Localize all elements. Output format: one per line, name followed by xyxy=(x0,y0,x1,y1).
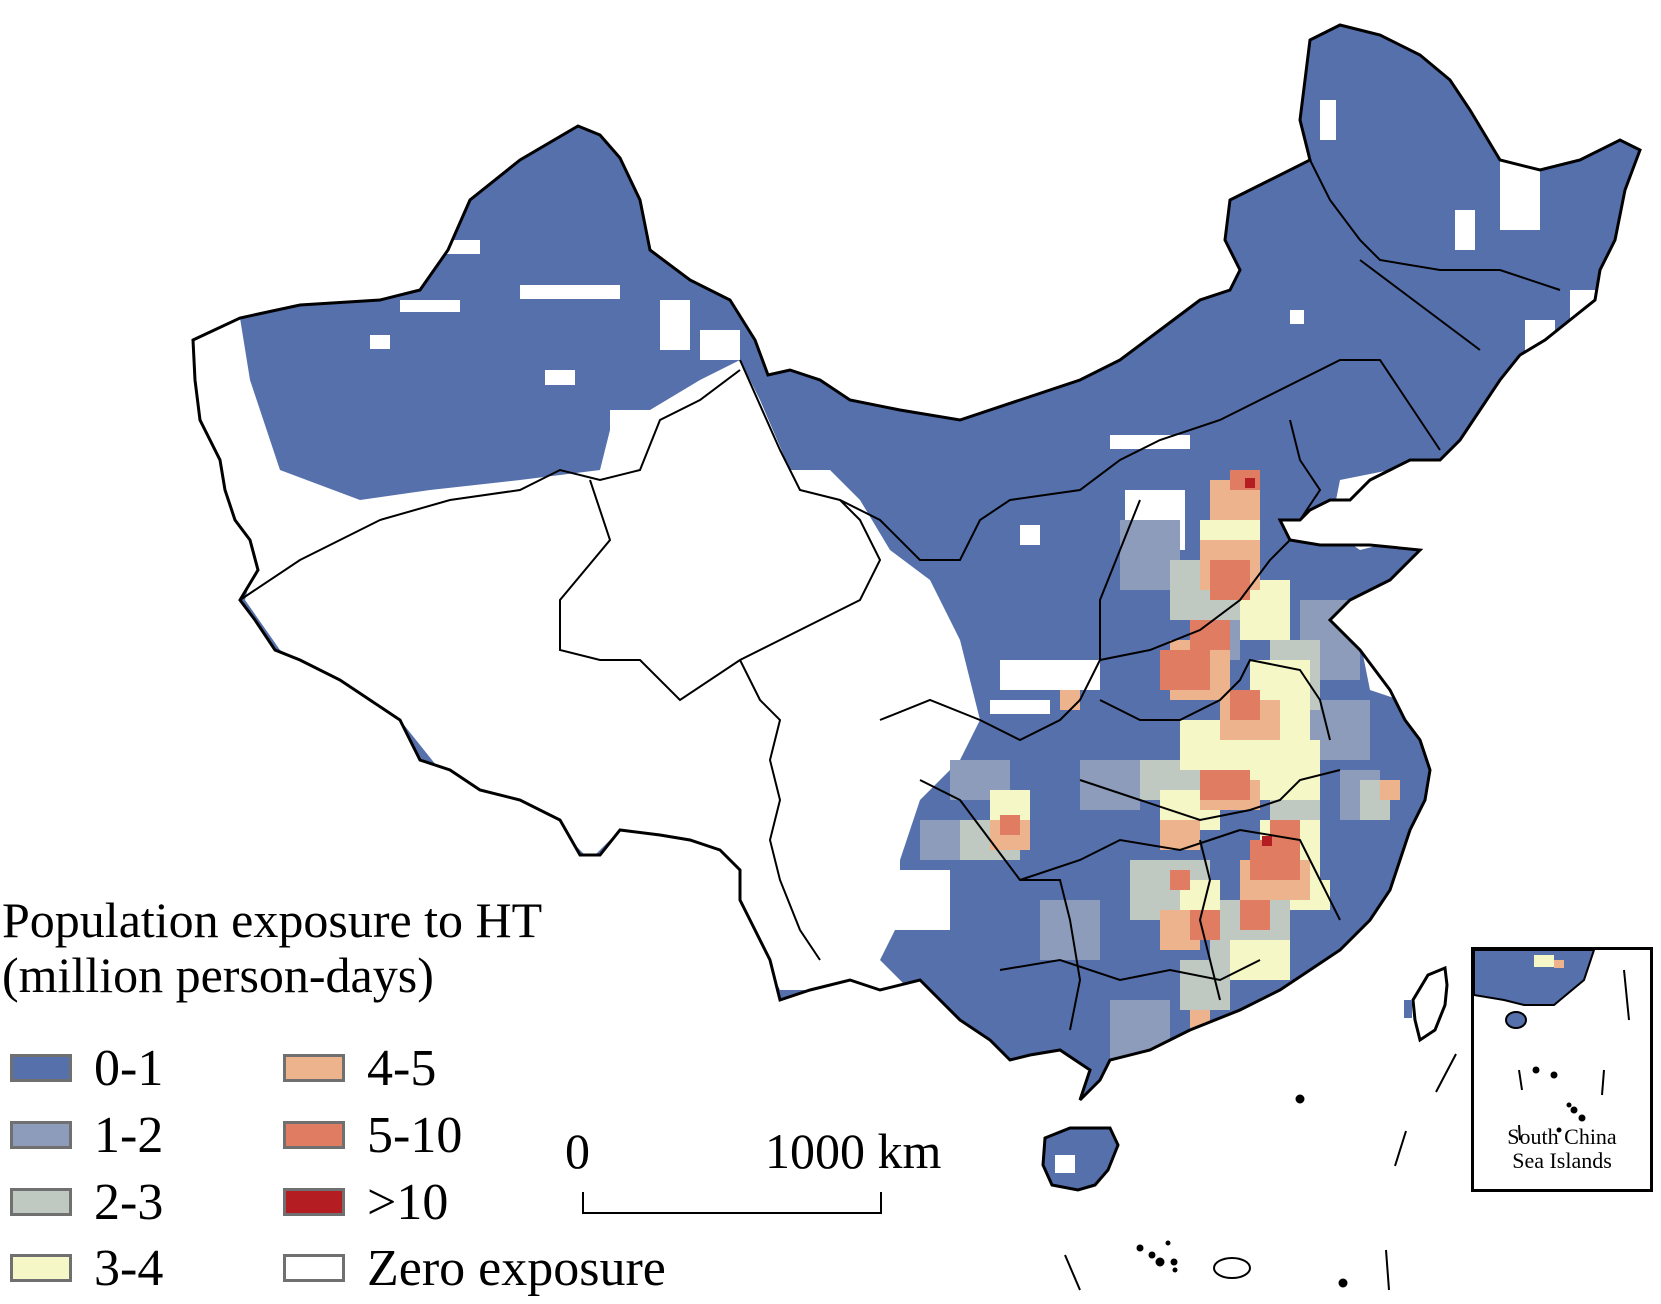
legend-swatch xyxy=(10,1121,72,1149)
legend-label: 2-3 xyxy=(94,1173,164,1231)
legend-item-2-3: 2-3 xyxy=(10,1172,163,1232)
legend-label: 3-4 xyxy=(94,1239,164,1297)
country-boundary xyxy=(191,23,1642,1102)
legend-item-1-2: 1-2 xyxy=(10,1105,163,1165)
legend-swatch xyxy=(283,1188,345,1216)
inset-label-line1: South China xyxy=(1507,1124,1617,1149)
legend-swatch xyxy=(10,1188,72,1216)
islands xyxy=(1064,1053,1457,1291)
legend-item-3-4: 3-4 xyxy=(10,1238,163,1298)
legend-title: Population exposure to HT (million perso… xyxy=(2,893,542,1003)
legend-swatch xyxy=(10,1054,72,1082)
inset-label: South China Sea Islands xyxy=(1474,1125,1650,1173)
legend-item-5-10: 5-10 xyxy=(283,1105,462,1165)
legend-item-4-5: 4-5 xyxy=(283,1038,436,1098)
legend-label: 1-2 xyxy=(94,1106,164,1164)
legend-swatch xyxy=(283,1054,345,1082)
legend-item-gt10: >10 xyxy=(283,1172,448,1232)
legend-label: >10 xyxy=(367,1173,449,1231)
scale-start-label: 0 xyxy=(565,1123,590,1179)
legend-title-line2: (million person-days) xyxy=(2,947,434,1003)
south-china-sea-inset: South China Sea Islands xyxy=(1471,947,1653,1192)
legend-item-zero: Zero exposure xyxy=(283,1238,666,1298)
legend-label: 4-5 xyxy=(367,1039,437,1097)
scale-bar xyxy=(582,1192,882,1214)
inset-map xyxy=(1474,950,1630,1141)
taiwan-island xyxy=(1411,965,1449,1043)
scale-end-label: 1000 km xyxy=(765,1123,942,1179)
inset-label-line2: Sea Islands xyxy=(1512,1148,1612,1173)
legend-label: 5-10 xyxy=(367,1106,463,1164)
legend-title-line1: Population exposure to HT xyxy=(2,892,543,948)
legend-swatch xyxy=(283,1254,345,1282)
province-boundaries xyxy=(239,159,1561,1031)
hainan-island xyxy=(1041,1126,1120,1192)
legend-label: Zero exposure xyxy=(367,1239,666,1297)
legend-item-0-1: 0-1 xyxy=(10,1038,163,1098)
legend-label: 0-1 xyxy=(94,1039,164,1097)
legend-swatch xyxy=(10,1254,72,1282)
legend-swatch xyxy=(283,1121,345,1149)
